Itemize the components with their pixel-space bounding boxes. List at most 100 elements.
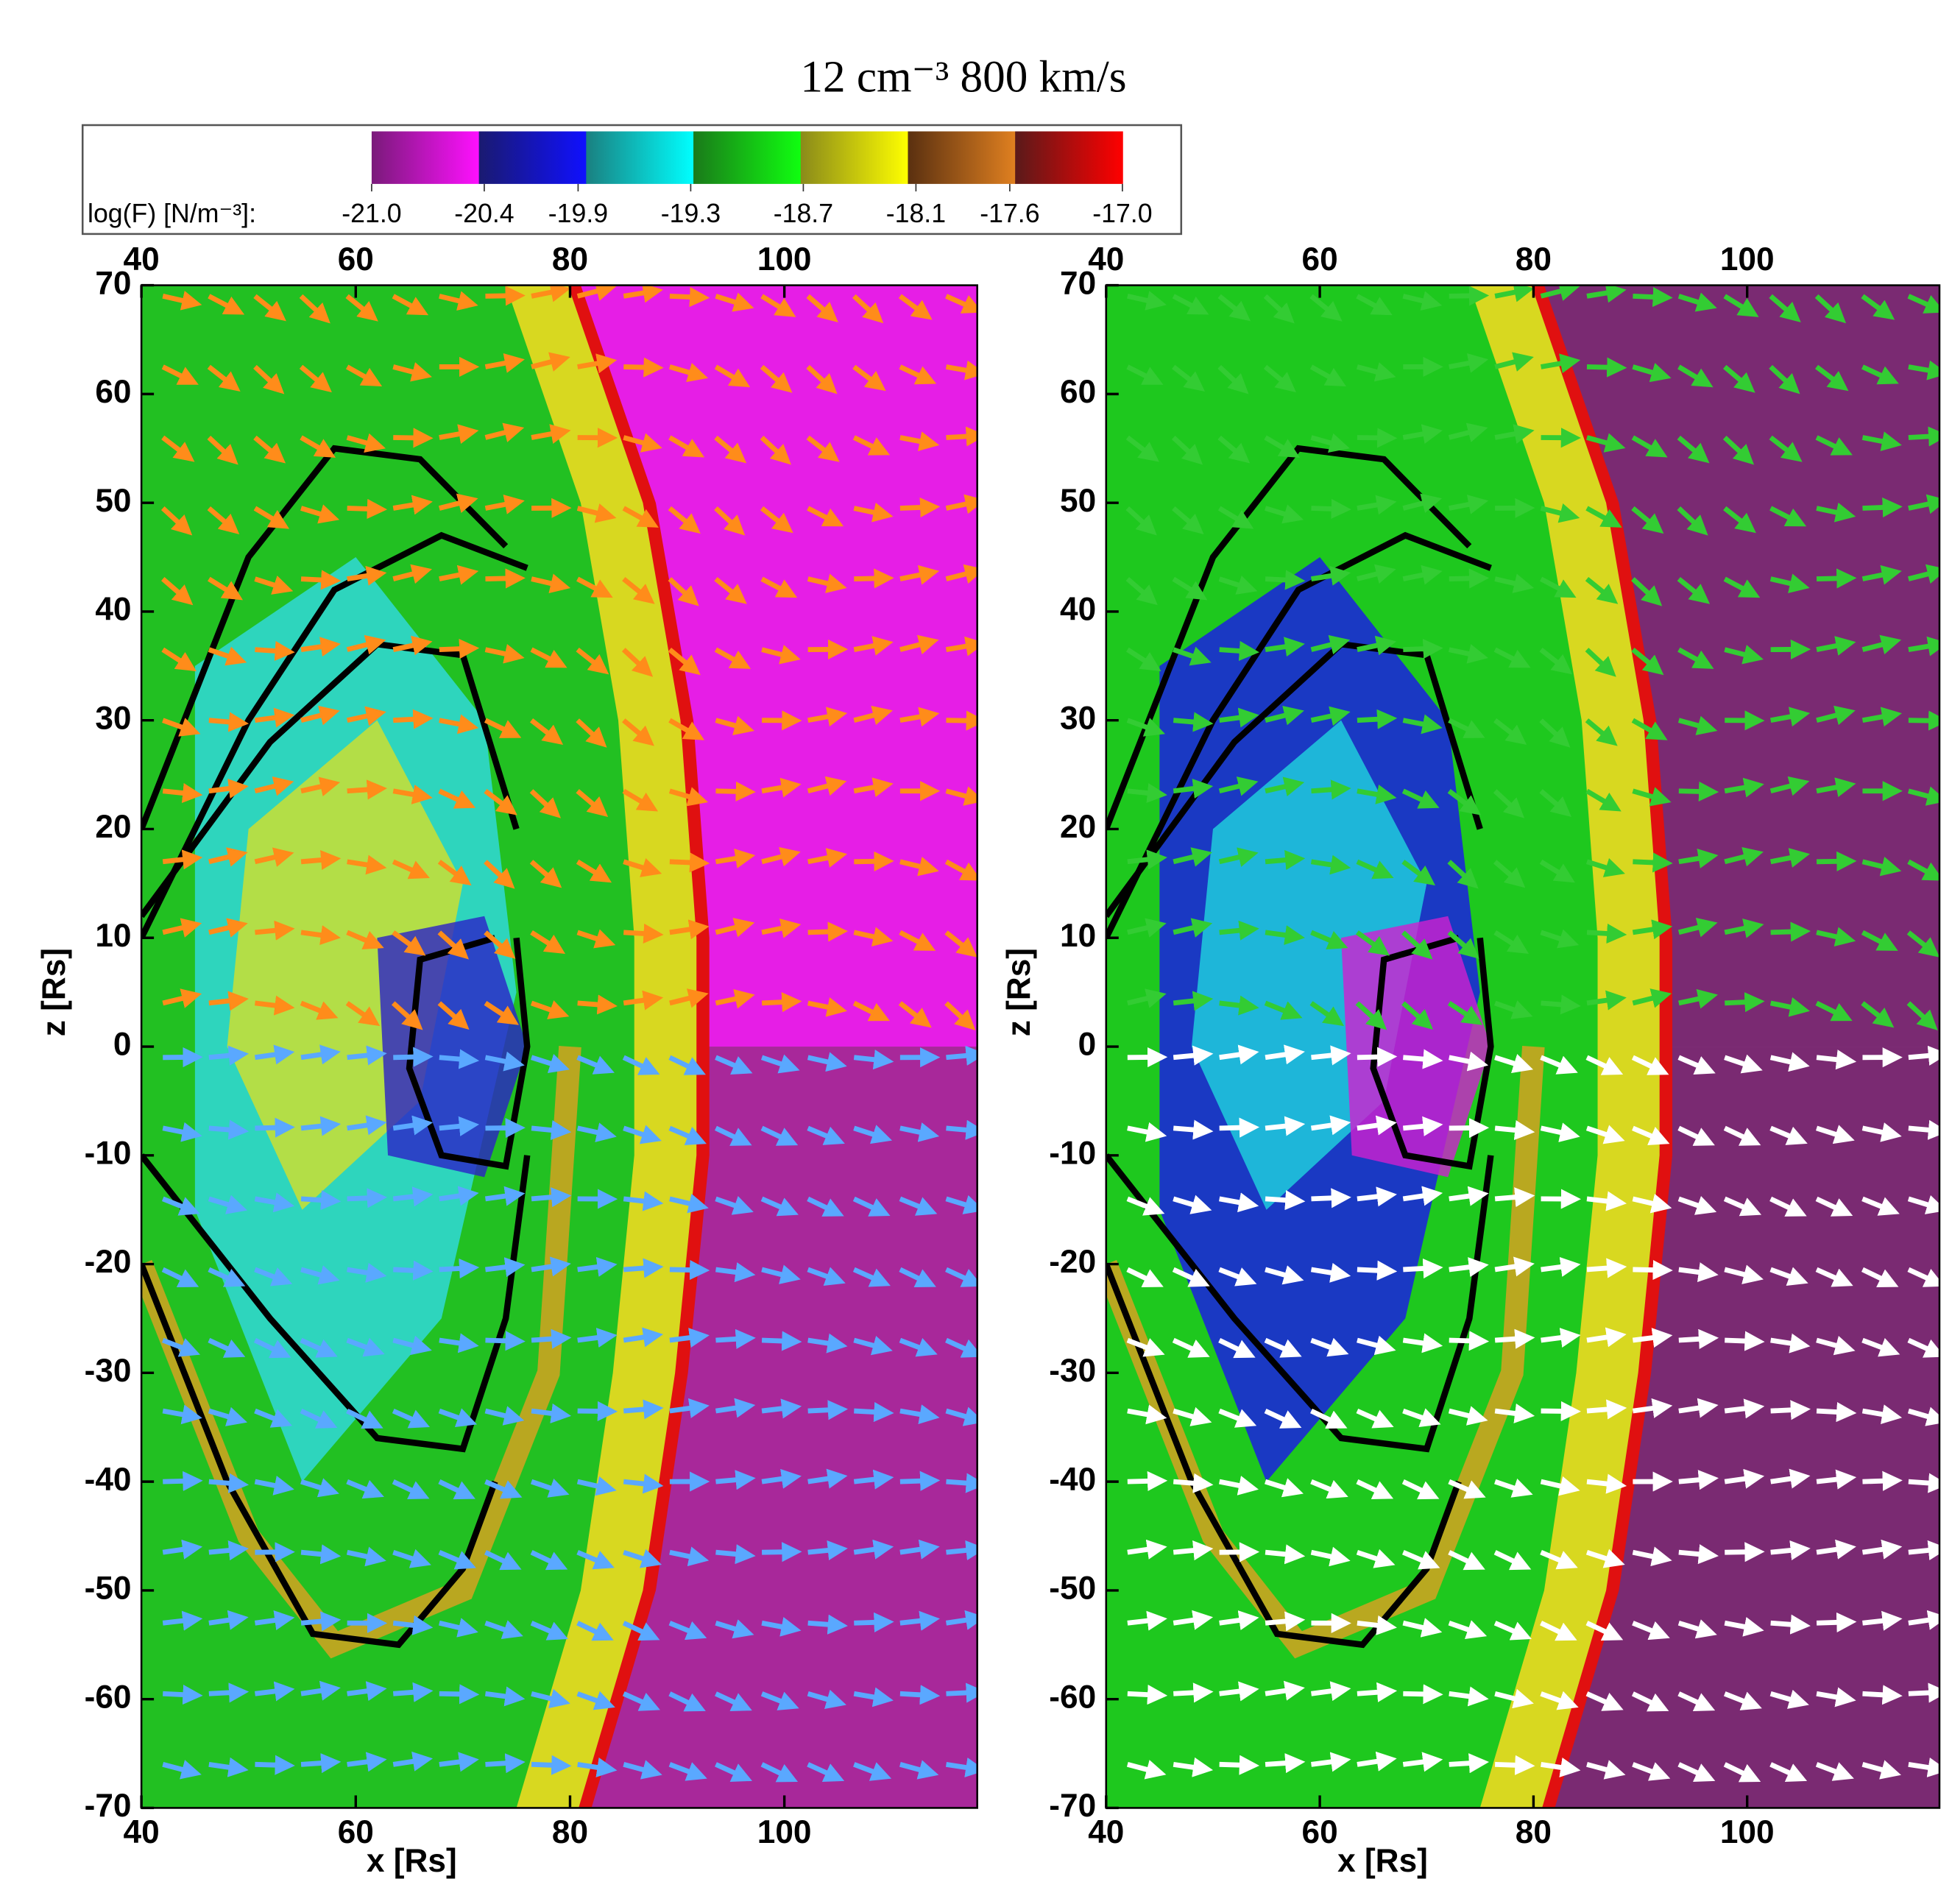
vector-arrow <box>577 1328 618 1348</box>
vector-arrow <box>1403 1049 1443 1069</box>
vector-arrow <box>1402 291 1443 311</box>
y-tick-label: 10 <box>95 918 131 954</box>
vector-arrow <box>945 1610 977 1630</box>
vector-arrow <box>1265 776 1305 797</box>
vector-arrow <box>347 1262 387 1283</box>
vector-arrow <box>1770 1333 1811 1353</box>
vector-arrow <box>255 1755 295 1775</box>
vector-arrow <box>1449 1257 1489 1278</box>
vector-arrow <box>485 1753 526 1774</box>
colorbar-segment <box>908 131 1016 184</box>
vector-arrow <box>1494 1479 1533 1498</box>
vector-arrow <box>1632 363 1672 383</box>
vector-arrow <box>1356 1479 1394 1500</box>
vector-arrow <box>346 1409 383 1429</box>
vector-arrow <box>1263 364 1296 393</box>
vector-arrow <box>485 568 526 589</box>
vector-arrow <box>484 1479 523 1499</box>
colorbar-tick-label: -20.4 <box>454 199 514 228</box>
vector-arrow <box>1448 718 1485 738</box>
vector-arrow <box>1447 1001 1483 1025</box>
vector-arrow <box>484 1550 522 1571</box>
vector-arrow <box>392 294 429 316</box>
vector-arrow <box>1677 435 1710 464</box>
vector-arrow <box>1908 426 1939 447</box>
vector-arrow <box>392 859 430 880</box>
vector-arrow <box>1586 923 1627 944</box>
vector-arrow <box>715 988 755 1009</box>
vector-arrow <box>1173 712 1214 732</box>
vector-arrow <box>1541 1757 1581 1777</box>
vector-arrow <box>669 919 710 940</box>
vector-arrow <box>255 920 295 941</box>
vector-arrow <box>1907 1195 1939 1214</box>
y-tick-label: 50 <box>95 483 131 519</box>
y-tick-label: 50 <box>1060 483 1096 519</box>
vector-arrow <box>253 294 286 322</box>
vector-arrow <box>806 435 840 462</box>
vector-arrow <box>1539 859 1575 883</box>
y-tick-label: -50 <box>1049 1571 1096 1607</box>
vector-arrow <box>1632 1125 1670 1146</box>
vector-arrow <box>1769 1267 1808 1287</box>
vector-arrow <box>484 495 525 514</box>
y-tick-label: 30 <box>1060 700 1096 736</box>
vector-arrow <box>1723 364 1755 393</box>
vector-arrow <box>1541 994 1581 1015</box>
vector-arrow <box>484 789 517 815</box>
vector-arrow <box>1769 848 1810 868</box>
colorbar-tick-label: -19.3 <box>661 199 721 228</box>
vector-arrow <box>300 776 341 797</box>
vector-arrow <box>1908 1682 1939 1703</box>
x-tick-label: 40 <box>124 241 160 277</box>
vector-arrow <box>208 1540 249 1561</box>
vector-arrow <box>807 1196 844 1217</box>
vector-arrow <box>1816 851 1857 871</box>
vector-arrow <box>1310 565 1351 586</box>
vector-arrow <box>1770 1540 1811 1560</box>
vector-arrow <box>1172 1337 1210 1358</box>
vector-arrow <box>1677 576 1711 604</box>
vector-arrow <box>1908 1610 1939 1630</box>
vector-arrow <box>1355 1001 1387 1030</box>
vector-arrow <box>1311 1188 1351 1208</box>
vector-arrow <box>807 848 848 868</box>
vector-arrow <box>668 718 705 740</box>
vector-arrow <box>392 1186 434 1207</box>
vector-arrow <box>945 564 977 584</box>
vector-arrow <box>530 647 567 668</box>
vector-arrow <box>1217 364 1249 394</box>
vector-arrow <box>163 1684 203 1705</box>
vector-arrow <box>392 1115 434 1136</box>
vector-arrow <box>852 294 884 324</box>
vector-arrow <box>207 364 241 392</box>
vector-arrow <box>1173 1045 1214 1066</box>
vector-arrow <box>576 285 617 301</box>
vector-arrow <box>1861 1404 1903 1425</box>
vector-arrow <box>1173 1119 1214 1140</box>
vector-arrow <box>1310 706 1351 726</box>
vector-arrow <box>899 930 936 951</box>
vector-arrow <box>668 787 709 807</box>
vector-arrow <box>668 1055 706 1075</box>
vector-arrow <box>669 1328 710 1348</box>
vector-arrow <box>1586 1760 1626 1780</box>
vector-arrow <box>1722 435 1755 465</box>
y-tick-label: 30 <box>95 700 131 736</box>
vector-arrow <box>1264 1408 1302 1429</box>
vector-arrow <box>854 568 894 589</box>
x-tick-label: 60 <box>1302 1814 1338 1850</box>
vector-arrow <box>1769 997 1810 1017</box>
vector-arrow <box>1861 856 1902 877</box>
vector-arrow <box>393 1260 434 1281</box>
vector-arrow <box>1769 506 1807 527</box>
vector-arrow <box>1539 718 1571 748</box>
vector-arrow <box>439 565 479 585</box>
vector-arrow <box>1449 1051 1489 1072</box>
vector-arrow <box>1815 1267 1853 1287</box>
vector-arrow <box>300 705 340 726</box>
y-tick-label: -30 <box>1049 1353 1096 1389</box>
vector-arrow <box>1723 506 1756 534</box>
vector-arrow <box>1448 422 1488 442</box>
